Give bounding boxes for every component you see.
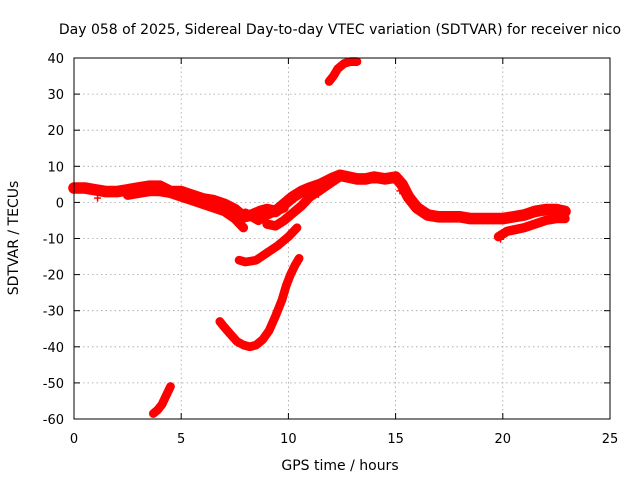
series-bottom-arc	[148, 382, 175, 418]
series-deep-arc	[215, 254, 304, 352]
y-tick-label: 10	[47, 160, 64, 175]
plus-marker	[117, 189, 125, 197]
series-dip-near-9h	[240, 203, 289, 226]
x-tick-label: 0	[70, 432, 78, 447]
data-series	[68, 57, 571, 418]
axis-ticks: 0 5 10 15 20 25 -60 -50 -40 -30 -20 -10 0 10 20 30 40	[43, 52, 619, 447]
chart-title: Day 058 of 2025, Sidereal Day-to-day VTE…	[59, 22, 621, 38]
y-tick-label: -20	[43, 269, 64, 284]
x-tick-label: 20	[495, 432, 512, 447]
y-tick-label: -60	[43, 413, 64, 428]
plus-marker	[94, 194, 102, 202]
y-tick-label: -10	[43, 233, 64, 248]
x-tick-label: 10	[280, 432, 297, 447]
grid-lines	[74, 58, 610, 419]
y-tick-label: -30	[43, 305, 64, 320]
y-tick-label: -50	[43, 377, 64, 392]
x-tick-label: 25	[602, 432, 619, 447]
x-tick-label: 5	[177, 432, 185, 447]
y-tick-label: -40	[43, 341, 64, 356]
y-tick-label: 20	[47, 124, 64, 139]
series-top-arc	[324, 57, 362, 86]
series-main-band	[68, 169, 571, 225]
plus-marker	[314, 190, 322, 198]
plot-frame	[73, 57, 611, 420]
series-rise-from-minus-10	[262, 170, 347, 231]
y-axis-label: SDTVAR / TECUs	[6, 181, 22, 296]
plus-marker	[396, 187, 404, 195]
series-upper-band-20h	[493, 213, 570, 242]
x-axis-label: GPS time / hours	[281, 458, 398, 474]
y-tick-label: 40	[47, 52, 64, 67]
y-tick-label: 30	[47, 88, 64, 103]
x-tick-label: 15	[387, 432, 404, 447]
y-tick-label: 0	[56, 196, 64, 211]
series-lower-band	[122, 186, 249, 233]
series-arc-minus-16	[234, 223, 302, 267]
plus-marker	[497, 235, 505, 243]
